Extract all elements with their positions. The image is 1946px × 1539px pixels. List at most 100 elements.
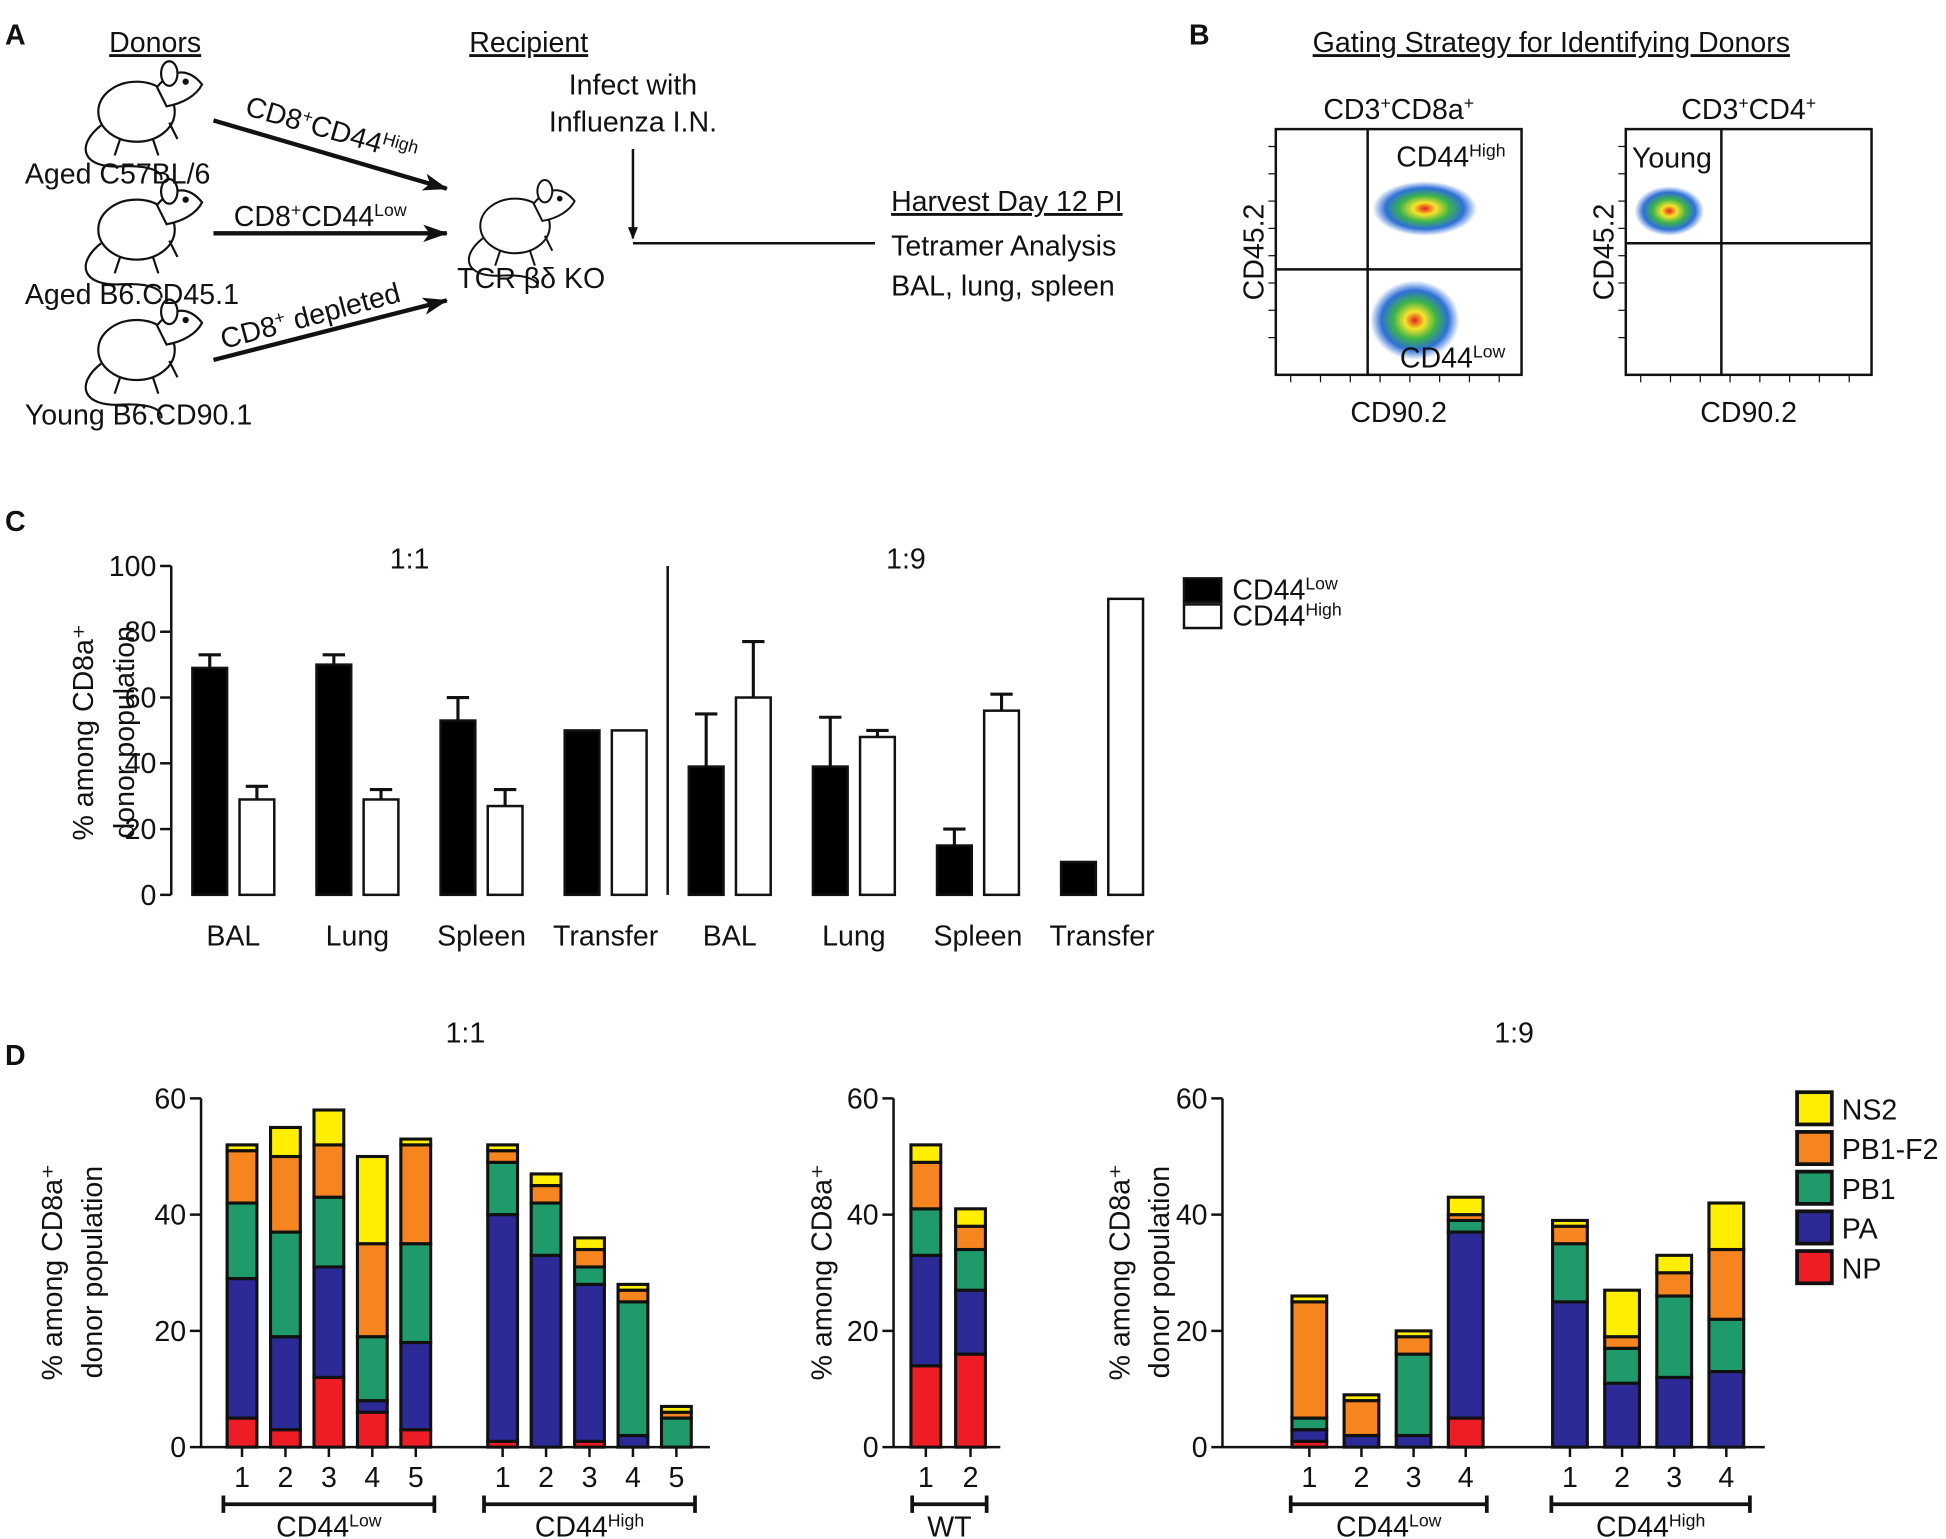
gating-title: Gating Strategy for Identifying Donors: [1313, 27, 1790, 59]
bar-segment: [1342, 1399, 1381, 1438]
group-bracket: [910, 1495, 989, 1513]
bar-segment: [1707, 1247, 1746, 1321]
bar-segment: [399, 1340, 433, 1432]
bar-segment: [399, 1143, 433, 1246]
y-tick-label: 20: [847, 1316, 879, 1348]
y-axis-label: donor population: [1144, 1166, 1176, 1379]
x-tick-label: Lung: [326, 921, 389, 953]
bar-segment: [573, 1265, 606, 1286]
bar-segment: [1446, 1416, 1485, 1449]
bar: [687, 765, 725, 897]
mouse-ear: [159, 298, 179, 326]
bar: [811, 765, 849, 897]
group-label-part: Low: [349, 1510, 382, 1530]
y-tick-label: 60: [125, 682, 157, 714]
transfer-label-part: +: [272, 307, 287, 329]
x-tick-label: 1: [1301, 1462, 1317, 1494]
mouse-ear: [536, 178, 554, 204]
bar-segment: [529, 1201, 563, 1257]
bar: [1107, 597, 1145, 897]
y-axis-label: CD45.2: [1238, 204, 1270, 301]
plot-title-part: CD8a: [1391, 94, 1464, 126]
x-tick-label: BAL: [206, 921, 260, 953]
error-bar: [819, 715, 842, 767]
bar-segment: [1290, 1428, 1329, 1443]
bar-segment: [1603, 1335, 1642, 1350]
bar-segment: [616, 1433, 650, 1449]
bar-segment: [954, 1288, 987, 1356]
gate-label: CD44High: [1396, 140, 1505, 173]
x-tick-label: 4: [1718, 1462, 1734, 1494]
recipient-heading: Recipient: [469, 27, 588, 59]
bar-segment: [1446, 1195, 1485, 1217]
x-tick-label: 1: [918, 1462, 934, 1494]
bar-segment: [909, 1253, 943, 1368]
x-tick-label: Transfer: [553, 921, 659, 953]
density-blob: [1370, 280, 1460, 360]
bar-segment: [225, 1277, 259, 1420]
bar-segment: [1551, 1218, 1589, 1228]
y-axis-label: % among CD8a⁺: [1104, 1164, 1136, 1380]
bar-segment: [909, 1364, 943, 1449]
bar-segment: [954, 1224, 987, 1252]
bar: [1059, 860, 1098, 897]
x-tick-label: 1: [495, 1462, 511, 1494]
bar-segment: [1394, 1433, 1433, 1449]
x-tick-label: 4: [625, 1462, 641, 1494]
legend-label-part: Low: [1305, 573, 1338, 593]
legend-label: CD44High: [1232, 600, 1341, 633]
bar-segment: [355, 1154, 389, 1246]
gate-label: Young: [1632, 143, 1712, 175]
panel-letter: A: [5, 20, 26, 52]
y-tick-label: 80: [125, 617, 157, 649]
mouse-legs: [113, 360, 179, 395]
bar-segment: [269, 1428, 302, 1449]
legend-label-part: CD44: [1232, 601, 1305, 633]
bar-segment: [269, 1335, 302, 1432]
legend-swatch: [1795, 1169, 1834, 1206]
legend-swatch: [1182, 603, 1223, 630]
transfer-arrow: [212, 118, 448, 191]
x-tick-label: 5: [668, 1462, 684, 1494]
mouse-icon: [84, 298, 204, 419]
y-tick-label: 0: [1192, 1432, 1208, 1464]
bar: [858, 735, 897, 897]
bar-segment: [269, 1230, 302, 1339]
bar-segment: [1446, 1218, 1485, 1234]
bar-segment: [269, 1154, 302, 1234]
transfer-label-part: High: [381, 128, 421, 157]
y-axis-label: % among CD8a⁺: [807, 1164, 839, 1380]
plot-title-part: +: [1380, 93, 1390, 113]
plot-title-part: CD3: [1681, 94, 1738, 126]
bar: [982, 709, 1021, 897]
gate-label: CD44Low: [1400, 341, 1506, 374]
bar-segment: [269, 1125, 302, 1159]
bar-segment: [659, 1404, 693, 1414]
y-tick-label: 100: [109, 551, 157, 583]
donor-label: Aged B6.CD45.1: [25, 279, 239, 311]
bar-segment: [909, 1143, 943, 1164]
transfer-label-part: +: [291, 200, 301, 220]
harvest-label: BAL, lung, spleen: [891, 270, 1115, 302]
y-tick-label: 40: [125, 748, 157, 780]
plot-title-part: +: [1738, 93, 1748, 113]
legend-label: NP: [1842, 1253, 1882, 1285]
bar-segment: [1290, 1300, 1329, 1420]
x-tick-label: 2: [278, 1462, 294, 1494]
y-tick-label: 0: [141, 880, 157, 912]
bar-segment: [529, 1253, 563, 1449]
bar-segment: [486, 1160, 520, 1217]
mouse-tail: [84, 242, 163, 299]
x-axis-label: CD90.2: [1350, 397, 1447, 429]
panel-title: 1:9: [886, 543, 926, 575]
bar-segment: [355, 1410, 389, 1449]
x-tick-label: 4: [364, 1462, 380, 1494]
transfer-label-part: CD8: [217, 310, 280, 356]
donor-label: Young B6.CD90.1: [25, 399, 252, 431]
mouse-icon: [84, 60, 204, 181]
bar-segment: [1655, 1271, 1694, 1298]
group-label-part: CD44: [1596, 1511, 1669, 1539]
x-tick-label: 1: [1562, 1462, 1578, 1494]
bar-segment: [312, 1265, 346, 1379]
gate-label-part: Low: [1473, 341, 1506, 361]
